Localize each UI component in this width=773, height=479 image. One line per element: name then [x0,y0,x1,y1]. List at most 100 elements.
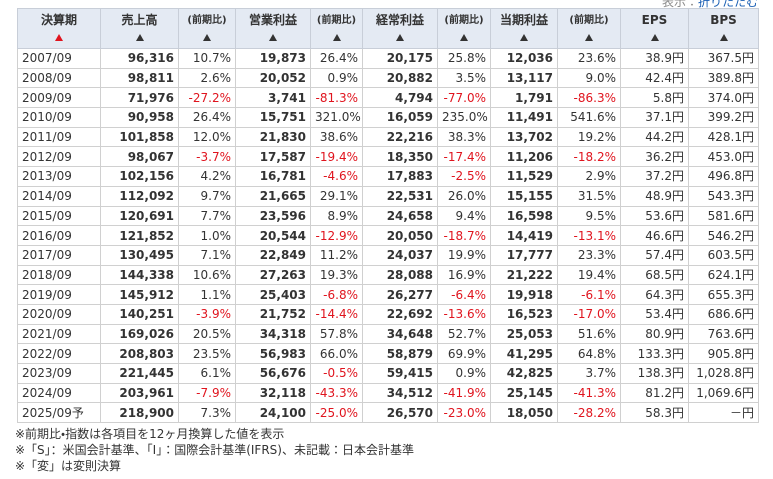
value-cell: 16,523 [490,303,558,325]
value-cell: -12.9% [310,225,363,246]
period-cell: 2007/09 [17,48,101,69]
value-cell: 71,976 [100,87,179,109]
value-cell: 581.6円 [688,205,759,227]
header-text: (前期比) [444,15,484,26]
value-cell: -25.0% [310,402,363,424]
column-header[interactable]: (前期比) [178,8,236,49]
value-cell: 59,415 [362,363,438,384]
column-header[interactable]: 当期利益 [490,8,558,49]
value-cell: 0.9% [437,363,491,384]
period-cell: 2017/09 [17,244,101,266]
header-text: (前期比) [316,15,357,26]
table-body: 2007/09 96,316 10.7% 19,873 26.4% 20,175 25.8%… [17,48,759,424]
value-cell: 138.3円 [620,363,689,384]
value-cell: 31.5% [557,185,621,207]
value-cell: 58.3円 [620,402,689,424]
sort-arrow [332,34,341,41]
value-cell: 19.3% [310,264,363,286]
column-header[interactable]: (前期比) [310,8,363,49]
value-cell: -13.6% [437,303,491,325]
column-header[interactable]: 営業利益 [235,8,311,49]
column-header[interactable]: (前期比) [437,8,491,49]
value-cell: 624.1円 [688,264,759,286]
value-cell: 9.4% [437,205,491,227]
column-header[interactable]: 決算期 [17,8,101,49]
value-cell: 22,692 [362,303,438,325]
sort-arrow [719,34,728,41]
table-row: 2022/09 208,803 23.5% 56,983 66.0% 58,879 69.9… [17,343,759,364]
value-cell: 42.4円 [620,67,689,89]
value-cell: 57.8% [310,323,363,345]
value-cell: 133.3円 [620,343,689,364]
value-cell: 7.1% [178,244,236,266]
value-cell: 19,873 [235,48,311,69]
value-cell: 24,100 [235,402,311,424]
value-cell: 19.2% [557,126,621,148]
column-header[interactable]: (前期比) [557,8,621,49]
period-cell: 2013/09 [17,166,101,187]
value-cell: 56,676 [235,363,311,384]
column-header[interactable]: EPS [620,8,689,49]
value-cell: -18.7% [437,225,491,246]
value-cell: -2.5% [437,166,491,187]
value-cell: -4.6% [310,166,363,187]
column-header[interactable]: 経常利益 [362,8,438,49]
value-cell: 28,088 [362,264,438,286]
value-cell: 1.1% [178,284,236,305]
value-cell: 98,067 [100,146,179,168]
value-cell: 20.5% [178,323,236,345]
display-toggle: 表示：折りたたむ [662,0,758,10]
value-cell: -14.4% [310,303,363,325]
value-cell: 374.0円 [688,87,759,109]
value-cell: 19,918 [490,284,558,305]
value-cell: 2.9% [557,166,621,187]
value-cell: 16,059 [362,107,438,128]
value-cell: 80.9円 [620,323,689,345]
note: ※「変」は変則決算 [15,459,122,473]
header-text: EPS [641,13,668,27]
value-cell: 25,145 [490,382,558,404]
header-text: 経常利益 [375,13,424,27]
header-text: BPS [710,13,737,27]
value-cell: 546.2円 [688,225,759,246]
value-cell: 686.6円 [688,303,759,325]
value-cell: -43.3% [310,382,363,404]
value-cell: 169,026 [100,323,179,345]
value-cell: 18,050 [490,402,558,424]
value-cell: 11,529 [490,166,558,187]
value-cell: 37.2円 [620,166,689,187]
value-cell: -6.4% [437,284,491,305]
table-row: 2021/09 169,026 20.5% 34,318 57.8% 34,648 52.7… [17,323,759,345]
value-cell: 38.3% [437,126,491,148]
column-header[interactable]: 売上高 [100,8,179,49]
value-cell: 53.4円 [620,303,689,325]
value-cell: 18,350 [362,146,438,168]
value-cell: 12,036 [490,48,558,69]
value-cell: -17.4% [437,146,491,168]
value-cell: 145,912 [100,284,179,305]
value-cell: 3,741 [235,87,311,109]
value-cell: 11,206 [490,146,558,168]
period-cell: 2019/09 [17,284,101,305]
value-cell: 44.2円 [620,126,689,148]
value-cell: 17,883 [362,166,438,187]
value-cell: 27,263 [235,264,311,286]
value-cell: 66.0% [310,343,363,364]
value-cell: 34,648 [362,323,438,345]
value-cell: 8.9% [310,205,363,227]
column-header[interactable]: BPS [688,8,759,49]
value-cell: 69.9% [437,343,491,364]
value-cell: 58,879 [362,343,438,364]
value-cell: 9.7% [178,185,236,207]
table-row: 2015/09 120,691 7.7% 23,596 8.9% 24,658 9.4% 16… [17,205,759,227]
value-cell: 57.4円 [620,244,689,266]
value-cell: 26.0% [437,185,491,207]
value-cell: 41,295 [490,343,558,364]
value-cell: 98,811 [100,67,179,89]
value-cell: -3.9% [178,303,236,325]
value-cell: 102,156 [100,166,179,187]
value-cell: 34,318 [235,323,311,345]
value-cell: 52.7% [437,323,491,345]
toggle-link[interactable]: 折りたたむ [697,0,758,9]
value-cell: -6.1% [557,284,621,305]
